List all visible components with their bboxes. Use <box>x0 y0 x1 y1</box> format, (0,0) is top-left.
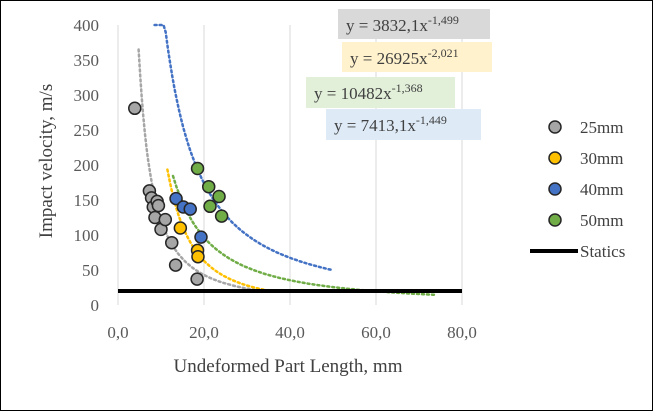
point-50mm <box>214 209 229 223</box>
legend-marker-25mm <box>548 120 562 134</box>
y-tick-label: 350 <box>74 51 100 70</box>
point-40mm <box>183 202 197 216</box>
equation-box-25mm <box>338 9 490 39</box>
point-50mm <box>190 161 205 176</box>
legend-marker-40mm <box>548 182 562 196</box>
point-30mm <box>173 221 188 235</box>
point-30mm <box>191 249 205 264</box>
point-50mm <box>203 199 217 214</box>
y-tick-label: 0 <box>91 296 100 315</box>
equation-box-40mm <box>306 77 455 108</box>
legend-label-30mm: 30mm <box>580 149 623 168</box>
x-tick-label: 40,0 <box>275 323 305 342</box>
equation-box-30mm <box>342 42 492 72</box>
point-25mm <box>165 235 179 250</box>
y-tick-label: 250 <box>74 121 100 140</box>
legend-marker-50mm <box>548 213 562 227</box>
x-tick-labels: 0,0 20,0 40,0 60,0 80,0 <box>107 323 477 342</box>
point-40mm <box>169 191 183 206</box>
y-tick-label: 50 <box>82 261 99 280</box>
point-25mm <box>190 272 204 286</box>
point-25mm <box>168 258 183 272</box>
y-tick-label: 150 <box>74 191 100 210</box>
point-25mm <box>158 212 173 227</box>
x-tick-label: 0,0 <box>107 323 128 342</box>
x-tick-label: 80,0 <box>447 323 477 342</box>
y-axis-label: Impact velocity, m/s <box>36 84 57 238</box>
trend-equation-40mm: y = 10482x-1,368 <box>314 81 423 103</box>
x-tick-label: 60,0 <box>361 323 391 342</box>
legend-label-statics: Statics <box>580 242 625 261</box>
trend-equation-30mm: y = 26925x-2,021 <box>350 46 459 68</box>
equation-box-50mm <box>326 109 481 140</box>
legend-label-25mm: 25mm <box>580 118 623 137</box>
point-25mm <box>151 198 166 213</box>
trend-equation-25mm: y = 3832,1x-1,499 <box>346 13 459 35</box>
point-40mm <box>194 230 208 244</box>
legend-label-40mm: 40mm <box>580 180 623 199</box>
point-25mm <box>128 101 142 116</box>
equation-boxes: y = 3832,1x-1,499 y = 26925x-2,021 y = 104… <box>306 9 492 140</box>
point-50mm <box>201 179 216 194</box>
x-axis-label: Undeformed Part Length, mm <box>173 356 402 377</box>
y-tick-label: 100 <box>74 226 100 245</box>
y-tick-label: 400 <box>74 16 100 35</box>
trend-equation-50mm: y = 7413,1x-1,449 <box>334 113 447 135</box>
point-50mm <box>212 189 226 204</box>
legend-label-50mm: 50mm <box>580 211 623 230</box>
trendline-40mm <box>153 23 335 272</box>
legend: 25mm 30mm 40mm 50mm Statics <box>530 118 625 261</box>
trendline-50mm <box>171 174 438 297</box>
y-tick-label: 300 <box>74 86 100 105</box>
legend-marker-30mm <box>548 151 562 165</box>
y-tick-labels: 0 50 100 150 200 250 300 350 400 <box>74 16 100 315</box>
data-points <box>128 101 229 286</box>
x-tick-label: 20,0 <box>189 323 219 342</box>
y-tick-label: 200 <box>74 156 100 175</box>
